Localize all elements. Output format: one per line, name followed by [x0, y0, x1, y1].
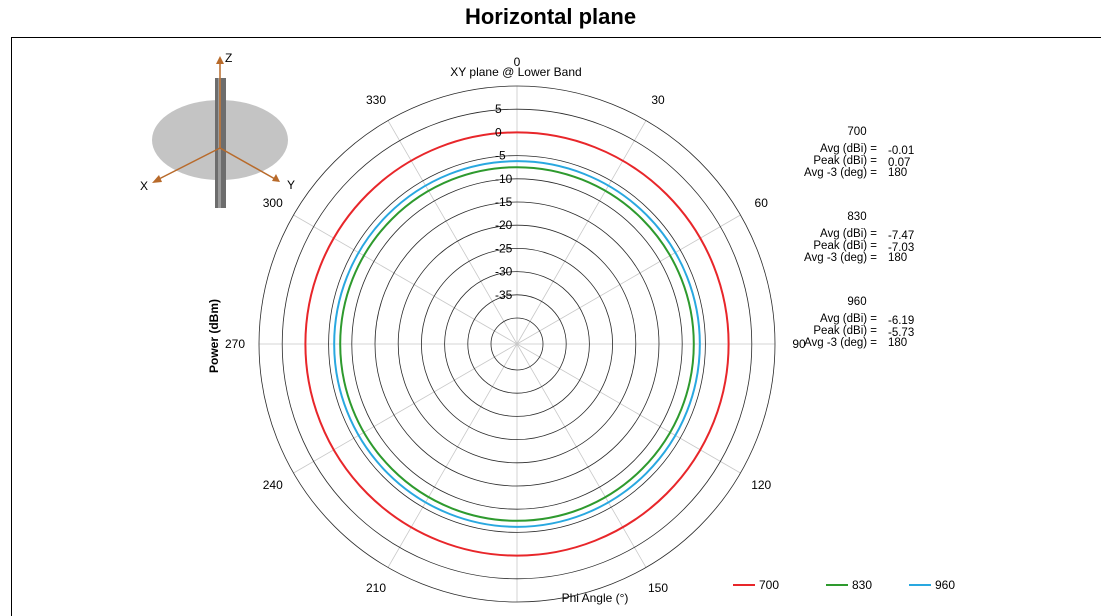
stats-row-label: Peak (dBi) = [813, 325, 877, 337]
grid-ring [258, 85, 776, 603]
y-axis-line [219, 147, 276, 180]
stats-row-value: -7.47 [888, 230, 914, 242]
grid-ring [281, 108, 753, 580]
grid-spoke [293, 214, 518, 345]
grid-ring [467, 294, 567, 394]
stats-row-label: Avg -3 (deg) = [804, 167, 877, 179]
x-axis-title: Phi Angle (°) [562, 591, 629, 605]
y-axis-label: Y [287, 178, 295, 192]
radial-tick-label: -35 [495, 288, 513, 302]
stats-row-label: Avg -3 (deg) = [804, 337, 877, 349]
chart-title: XY plane @ Lower Band [450, 65, 581, 79]
angle-tick-label: 0 [514, 55, 521, 69]
angle-tick-labels: 0306090120150180210240270300330 [225, 55, 806, 595]
stats-row-label: Avg (dBi) = [820, 313, 877, 325]
angle-tick-label: 120 [751, 478, 771, 492]
radial-tick-label: -25 [495, 241, 513, 255]
y-axis-arrow [272, 174, 280, 182]
stats-row-value: -6.19 [888, 315, 914, 327]
grid-ring [351, 178, 683, 510]
grid-spoke [516, 120, 647, 345]
angle-tick-label: 240 [263, 478, 283, 492]
stats-row-value: -0.01 [888, 145, 914, 157]
stats-band-label: 960 [847, 296, 866, 308]
axes-orientation-icon: Z X Y [140, 51, 295, 208]
legend-label-960: 960 [935, 578, 955, 592]
y-axis-title: Power (dBm) [207, 299, 221, 373]
grid-ring [328, 155, 706, 533]
radial-tick-label: -10 [495, 172, 513, 186]
series-line-700 [304, 131, 730, 557]
radial-tick-label: 5 [495, 102, 502, 116]
grid-ring [490, 317, 544, 371]
stats-row-value: 180 [888, 337, 907, 349]
grid-spoke [293, 343, 518, 474]
angle-tick-label: 150 [648, 581, 668, 595]
x-axis-label: X [140, 179, 148, 193]
stats-row-value: -5.73 [888, 327, 914, 339]
chart-frame [11, 37, 1101, 616]
stats-row-label: Peak (dBi) = [813, 240, 877, 252]
stats-band-label: 830 [847, 211, 866, 223]
series-group [304, 131, 730, 557]
radial-tick-labels: 5 0 -5 -10 -15 -20 -25 -30 -35 [495, 102, 513, 302]
radial-tick-label: -5 [495, 149, 506, 163]
grid-spoke [387, 120, 518, 345]
grid-spoke [516, 343, 647, 568]
radial-tick-label: -20 [495, 218, 513, 232]
angle-tick-label: 30 [651, 93, 665, 107]
grid-ring [444, 271, 590, 417]
grid-spoke [516, 343, 741, 474]
grid-spoke [387, 343, 518, 568]
legend-label-700: 700 [759, 578, 779, 592]
stats-row-value: -7.03 [888, 242, 914, 254]
radial-tick-label: -15 [495, 195, 513, 209]
grid-ring [374, 201, 660, 487]
stats-row-label: Peak (dBi) = [813, 155, 877, 167]
stats-row-label: Avg -3 (deg) = [804, 252, 877, 264]
stats-band-label: 700 [847, 126, 866, 138]
z-axis-arrow [216, 56, 224, 64]
legend-label-830: 830 [852, 578, 872, 592]
stats-panel: 700 Avg (dBi) = -0.01 Peak (dBi) = 0.07 Avg -… [804, 126, 914, 349]
radial-tick-label: -30 [495, 265, 513, 279]
angle-tick-label: 90 [792, 337, 806, 351]
x-axis-arrow [152, 175, 162, 183]
angle-tick-label: 270 [225, 337, 245, 351]
angle-tick-label: 300 [263, 196, 283, 210]
radial-tick-label: 0 [495, 125, 502, 139]
angle-tick-label: 330 [366, 93, 386, 107]
stats-row-label: Avg (dBi) = [820, 143, 877, 155]
polar-grid [258, 85, 776, 603]
stats-row-value: 180 [888, 252, 907, 264]
angle-tick-label: 210 [366, 581, 386, 595]
grid-ring [420, 247, 613, 440]
legend: 700 830 960 [733, 578, 955, 592]
x-axis-line [156, 147, 221, 181]
stats-row-value: 180 [888, 167, 907, 179]
angle-tick-label: 60 [755, 196, 769, 210]
series-line-960 [333, 160, 701, 528]
stats-row-value: 0.07 [888, 157, 910, 169]
page-title: Horizontal plane [464, 4, 637, 29]
grid-ring [397, 224, 637, 464]
series-line-830 [339, 166, 695, 522]
z-axis-label: Z [225, 51, 232, 65]
stats-row-label: Avg (dBi) = [820, 228, 877, 240]
grid-spoke [516, 214, 741, 345]
